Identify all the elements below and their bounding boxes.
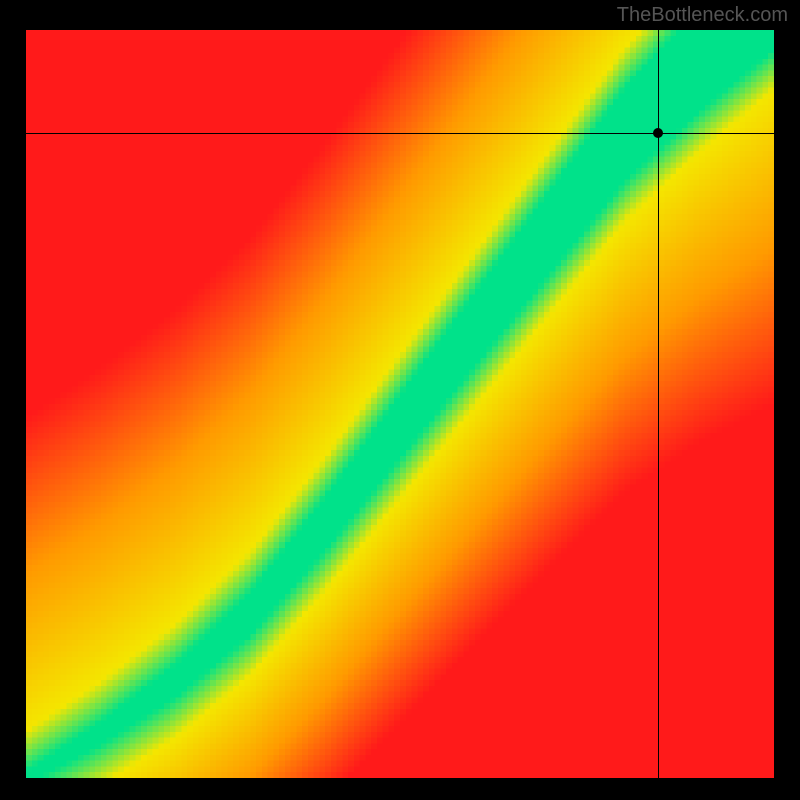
- watermark-text: TheBottleneck.com: [617, 4, 788, 27]
- root: TheBottleneck.com: [0, 0, 800, 800]
- crosshair-vertical: [658, 30, 659, 778]
- heatmap-canvas: [26, 30, 774, 778]
- plot-area: [26, 30, 774, 778]
- crosshair-marker: [653, 128, 663, 138]
